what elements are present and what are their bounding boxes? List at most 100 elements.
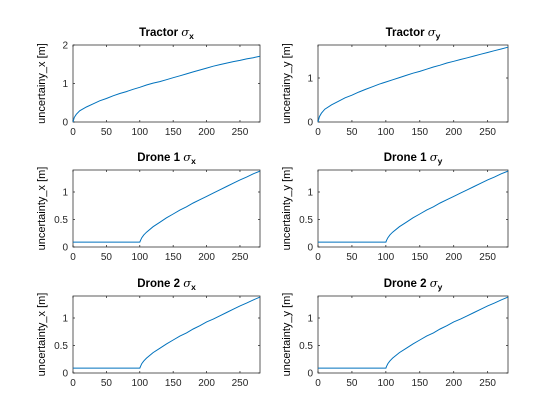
x-tick-label: 50 [101,378,113,389]
series-line [318,170,509,243]
subplot-title: Drone 2 σx [137,276,196,292]
subplot-title: Drone 2 σy [384,276,443,292]
x-tick-label: 0 [70,252,76,263]
y-tick-label: 2 [62,41,68,52]
x-tick-label: 200 [445,378,462,389]
x-tick-label: 200 [445,252,462,263]
y-tick-label: 0 [62,369,68,380]
subplot-3: 0 50 100 150 200 250 0 0.5 1 Drone 1 σx uncertaint… [36,150,261,263]
y-tick-label: 0 [62,243,68,254]
subplot-5: 0 50 100 150 200 250 0 0.5 1 Drone 2 σx uncertaint… [36,276,261,389]
x-tick-label: 250 [479,127,496,138]
x-tick-label: 100 [378,378,395,389]
title-symbol: σ [428,25,437,39]
subplot-2: 0 50 100 150 200 250 0 1 Tractor σy uncertainy_y … [281,25,509,138]
x-tick-label: 50 [346,378,358,389]
title-subscript: x [191,282,196,292]
title-text: Drone 2 [137,278,183,290]
title-symbol: σ [183,150,192,164]
title-text: Drone 1 [137,152,183,164]
y-tick-label: 0.5 [54,215,68,226]
y-axis-label: uncertainty_y [m] [281,167,293,251]
y-tick-label: 1 [62,314,68,325]
subplot-4: 0 50 100 150 200 250 0 0.5 1 Drone 1 σy uncertaint… [281,150,509,263]
axes-box [72,169,261,248]
title-subscript: x [191,156,196,166]
axes-box [317,44,509,123]
subplot-title: Tractor σx [139,25,194,41]
subplot-title: Drone 1 σx [137,150,196,166]
x-tick-label: 100 [131,378,148,389]
subplot-title: Tractor σy [386,25,441,41]
x-tick-label: 200 [198,252,215,263]
y-tick-label: 0 [307,369,313,380]
title-symbol: σ [183,276,192,290]
subplot-title: Drone 1 σy [384,150,443,166]
x-tick-label: 0 [315,127,321,138]
x-tick-label: 50 [101,127,113,138]
axes-box [72,44,261,123]
x-tick-label: 150 [165,378,182,389]
y-tick-label: 0 [307,243,313,254]
y-axis-label: uncertainty_y [m] [281,293,293,377]
series-line [72,55,261,123]
x-tick-label: 250 [232,252,249,263]
title-subscript: x [189,31,194,41]
x-tick-label: 100 [378,127,395,138]
x-tick-label: 250 [479,252,496,263]
y-tick-label: 0 [62,118,68,129]
x-tick-label: 150 [165,252,182,263]
x-tick-label: 250 [232,127,249,138]
y-tick-label: 0.5 [299,341,313,352]
x-tick-label: 50 [101,252,113,263]
x-tick-label: 50 [346,252,358,263]
title-symbol: σ [430,276,439,290]
x-tick-label: 150 [165,127,182,138]
axes-box [72,295,261,374]
y-axis-label: uncertainty_x [m] [36,293,48,377]
x-tick-label: 200 [445,127,462,138]
x-tick-label: 0 [315,378,321,389]
x-tick-label: 100 [131,127,148,138]
y-tick-label: 1 [62,79,68,90]
x-tick-label: 100 [131,252,148,263]
subplot-1: 0 50 100 150 200 250 0 1 2 Tractor σx uncertainy_x… [36,25,261,138]
series-line [73,296,261,369]
x-tick-label: 250 [232,378,249,389]
axes-box [317,169,509,248]
subplot-6: 0 50 100 150 200 250 0 0.5 1 Drone 2 σy uncertaint… [281,276,509,389]
series-line [73,170,261,243]
x-tick-label: 150 [411,252,428,263]
y-tick-label: 1 [307,74,313,85]
x-tick-label: 0 [70,378,76,389]
series-line [318,296,509,369]
title-subscript: y [438,282,443,292]
y-tick-label: 0.5 [54,341,68,352]
title-symbol: σ [430,150,439,164]
x-tick-label: 150 [411,127,428,138]
y-axis-label: uncertainy_x [m] [36,43,48,124]
title-subscript: y [438,156,443,166]
y-axis-label: uncertainty_x [m] [36,167,48,251]
x-tick-label: 50 [346,127,358,138]
axes-box [317,295,509,374]
x-tick-label: 0 [315,252,321,263]
title-text: Tractor [386,27,428,39]
y-axis-label: uncertainy_y [m] [281,43,293,124]
y-tick-label: 0 [307,118,313,129]
series-line [317,46,509,123]
x-tick-label: 0 [70,127,76,138]
x-tick-label: 150 [411,378,428,389]
x-tick-label: 200 [198,127,215,138]
x-tick-label: 200 [198,378,215,389]
y-tick-label: 1 [307,188,313,199]
title-text: Drone 1 [384,152,430,164]
title-text: Tractor [139,27,181,39]
title-text: Drone 2 [384,278,430,290]
x-tick-label: 250 [479,378,496,389]
title-subscript: y [436,31,441,41]
y-tick-label: 1 [307,314,313,325]
y-tick-label: 0.5 [299,215,313,226]
title-symbol: σ [181,25,190,39]
